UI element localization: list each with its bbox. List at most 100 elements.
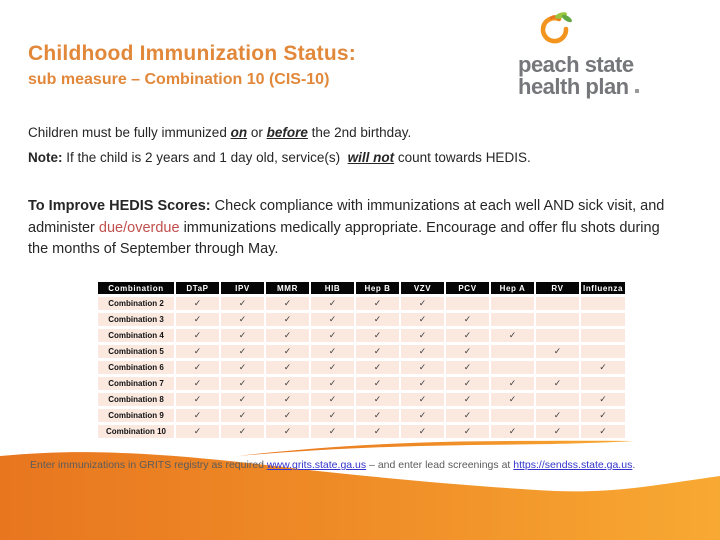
check-cell: ✓	[446, 313, 489, 326]
check-cell: ✓	[491, 425, 534, 438]
check-cell: ✓	[311, 393, 354, 406]
check-cell: ✓	[221, 361, 264, 374]
check-cell: ✓	[221, 345, 264, 358]
check-cell: ✓	[221, 297, 264, 310]
check-cell: ✓	[446, 329, 489, 342]
column-header: Combination	[98, 282, 174, 294]
check-cell: ✓	[581, 409, 626, 422]
column-header: RV	[536, 282, 579, 294]
improve-scores-paragraph: To Improve HEDIS Scores: Check complianc…	[28, 198, 665, 257]
table-row: Combination 6 ✓ ✓ ✓ ✓ ✓ ✓ ✓ ✓	[98, 361, 626, 374]
empty-cell	[491, 361, 534, 374]
empty-cell	[581, 329, 626, 342]
check-cell: ✓	[401, 425, 444, 438]
grits-registry-link[interactable]: www.grits.state.ga.us	[266, 459, 367, 471]
bottom-wave-graphic	[0, 440, 720, 540]
empty-cell	[491, 345, 534, 358]
emphasis-on: on	[230, 125, 248, 140]
check-cell: ✓	[176, 393, 219, 406]
check-cell: ✓	[401, 409, 444, 422]
check-cell: ✓	[266, 393, 309, 406]
immunization-table-head: Combination DTaP IPV MMR HIB Hep B VZV PCV Hep A…	[98, 282, 626, 294]
check-cell: ✓	[311, 425, 354, 438]
empty-cell	[446, 297, 489, 310]
check-cell: ✓	[311, 297, 354, 310]
check-cell: ✓	[266, 329, 309, 342]
check-cell: ✓	[401, 377, 444, 390]
check-cell: ✓	[446, 393, 489, 406]
logo-dot	[634, 89, 639, 93]
row-label: Combination 10	[98, 425, 174, 438]
check-cell: ✓	[176, 425, 219, 438]
empty-cell	[536, 313, 579, 326]
check-cell: ✓	[311, 329, 354, 342]
row-label: Combination 3	[98, 313, 174, 326]
row-label: Combination 5	[98, 345, 174, 358]
check-cell: ✓	[221, 393, 264, 406]
row-label: Combination 2	[98, 297, 174, 310]
empty-cell	[581, 377, 626, 390]
check-cell: ✓	[176, 313, 219, 326]
check-cell: ✓	[311, 377, 354, 390]
table-row: Combination 9 ✓ ✓ ✓ ✓ ✓ ✓ ✓ ✓ ✓	[98, 409, 626, 422]
check-cell: ✓	[266, 425, 309, 438]
check-cell: ✓	[401, 345, 444, 358]
check-cell: ✓	[266, 313, 309, 326]
check-cell: ✓	[266, 361, 309, 374]
check-cell: ✓	[356, 393, 399, 406]
check-cell: ✓	[356, 409, 399, 422]
emphasis-will-not: will not	[347, 150, 395, 165]
empty-cell	[536, 361, 579, 374]
check-cell: ✓	[356, 377, 399, 390]
check-cell: ✓	[221, 329, 264, 342]
check-cell: ✓	[311, 409, 354, 422]
empty-cell	[491, 297, 534, 310]
check-cell: ✓	[401, 361, 444, 374]
check-cell: ✓	[446, 361, 489, 374]
check-cell: ✓	[356, 425, 399, 438]
check-cell: ✓	[176, 297, 219, 310]
empty-cell	[581, 297, 626, 310]
table-row: Combination 7 ✓ ✓ ✓ ✓ ✓ ✓ ✓ ✓ ✓	[98, 377, 626, 390]
check-cell: ✓	[221, 313, 264, 326]
check-cell: ✓	[401, 297, 444, 310]
check-cell: ✓	[176, 361, 219, 374]
check-cell: ✓	[581, 425, 626, 438]
empty-cell	[491, 313, 534, 326]
due-overdue-highlight: due/overdue	[98, 219, 180, 236]
check-cell: ✓	[536, 409, 579, 422]
immunization-deadline-line: Children must be fully immunized on or b…	[28, 125, 412, 140]
table-row: Combination 4 ✓ ✓ ✓ ✓ ✓ ✓ ✓ ✓	[98, 329, 626, 342]
column-header: HIB	[311, 282, 354, 294]
check-cell: ✓	[356, 361, 399, 374]
check-cell: ✓	[401, 393, 444, 406]
check-cell: ✓	[401, 329, 444, 342]
empty-cell	[536, 329, 579, 342]
emphasis-before: before	[266, 125, 308, 140]
check-cell: ✓	[491, 377, 534, 390]
check-cell: ✓	[176, 409, 219, 422]
sendss-link[interactable]: https://sendss.state.ga.us	[513, 459, 633, 471]
check-cell: ✓	[221, 425, 264, 438]
table-row: Combination 2 ✓ ✓ ✓ ✓ ✓ ✓	[98, 297, 626, 310]
check-cell: ✓	[311, 345, 354, 358]
check-cell: ✓	[266, 409, 309, 422]
row-label: Combination 7	[98, 377, 174, 390]
table-row: Combination 3 ✓ ✓ ✓ ✓ ✓ ✓ ✓	[98, 313, 626, 326]
wave-top-sliver	[238, 440, 634, 456]
check-cell: ✓	[176, 377, 219, 390]
check-cell: ✓	[401, 313, 444, 326]
immunization-table-body: Combination 2 ✓ ✓ ✓ ✓ ✓ ✓ Combination 3 ✓ ✓ ✓ ✓ ✓ ✓ ✓ C…	[98, 297, 626, 438]
check-cell: ✓	[491, 393, 534, 406]
wave-main-body	[0, 452, 720, 540]
check-cell: ✓	[536, 425, 579, 438]
check-cell: ✓	[581, 393, 626, 406]
column-header: Influenza	[581, 282, 626, 294]
check-cell: ✓	[446, 409, 489, 422]
check-cell: ✓	[266, 377, 309, 390]
check-cell: ✓	[311, 361, 354, 374]
check-cell: ✓	[176, 345, 219, 358]
column-header: Hep B	[356, 282, 399, 294]
empty-cell	[581, 345, 626, 358]
row-label: Combination 9	[98, 409, 174, 422]
